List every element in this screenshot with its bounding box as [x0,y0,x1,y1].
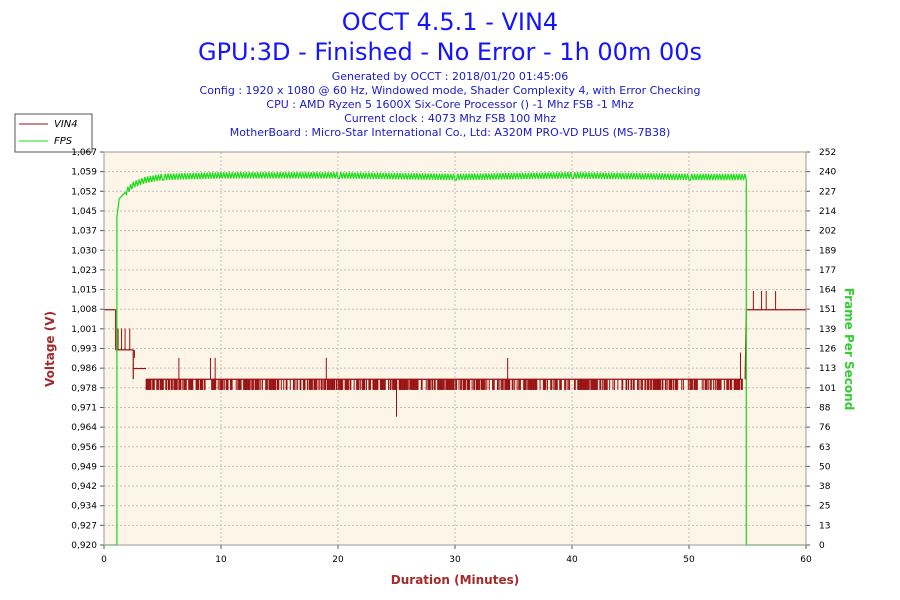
y-tick-label: 1,008 [71,305,97,315]
y2-tick-label: 0 [819,541,825,551]
y-tick-label: 0,920 [71,541,97,551]
y-tick-label: 1,045 [71,207,97,217]
y2-axis-label: Frame Per Second [842,288,856,411]
y-tick-label: 0,949 [71,462,97,472]
x-tick-label: 40 [566,555,578,565]
y2-tick-label: 177 [819,266,836,276]
y2-tick-label: 240 [819,168,836,178]
y-tick-label: 0,964 [71,423,97,433]
y-axis-label: Voltage (V) [43,311,57,387]
y2-tick-label: 126 [819,345,836,355]
x-tick-label: 10 [215,555,227,565]
x-tick-label: 30 [449,555,461,565]
y-tick-label: 1,037 [71,227,97,237]
legend-label-vin4: VIN4 [54,119,78,130]
y-tick-label: 1,001 [71,325,97,335]
y2-tick-label: 13 [819,521,830,531]
y-tick-label: 0,986 [71,364,97,374]
y2-tick-label: 88 [819,403,831,413]
info-generated: Generated by OCCT : 2018/01/20 01:45:06 [332,70,569,83]
y2-tick-label: 189 [819,246,836,256]
y2-tick-label: 164 [819,286,836,296]
x-tick-label: 20 [332,555,344,565]
legend-label-fps: FPS [54,136,73,147]
y2-tick-label: 151 [819,305,836,315]
y2-tick-label: 50 [819,462,831,472]
plot-border [103,151,807,546]
y-tick-label: 0,934 [71,502,97,512]
axis-ticks: 0 10 20 30 40 50 60 0,920 0,927 0,934 0,942 0,949 0,… [71,148,836,565]
x-axis-label: Duration (Minutes) [391,573,519,587]
y2-tick-label: 63 [819,443,830,453]
y2-tick-label: 25 [819,502,830,512]
y2-tick-label: 76 [819,423,831,433]
y-tick-label: 1,030 [71,246,97,256]
y-tick-label: 0,993 [71,345,97,355]
y-tick-label: 1,023 [71,266,97,276]
y-tick-label: 1,052 [71,187,97,197]
info-motherboard: MotherBoard : Micro-Star International C… [230,126,671,139]
y-tick-label: 1,015 [71,286,97,296]
x-tick-label: 50 [683,555,695,565]
y-tick-label: 0,978 [71,384,97,394]
series-vin4 [104,291,806,417]
info-config: Config : 1920 x 1080 @ 60 Hz, Windowed m… [200,84,701,97]
series-layer [104,172,806,546]
series-fps [104,172,806,546]
y2-tick-label: 227 [819,187,836,197]
y2-tick-label: 101 [819,384,836,394]
legend-box [14,113,93,153]
y2-tick-label: 139 [819,325,836,335]
y-tick-label: 0,971 [71,403,97,413]
y-tick-label: 1,059 [71,168,97,178]
y-tick-label: 1,067 [71,148,97,158]
y-tick-label: 0,956 [71,443,97,453]
y2-tick-label: 214 [819,207,836,217]
info-clock: Current clock : 4073 Mhz FSB 100 Mhz [344,112,556,125]
y2-tick-label: 113 [819,364,836,374]
x-tick-label: 60 [800,555,812,565]
y2-tick-label: 252 [819,148,836,158]
chart-title: OCCT 4.5.1 - VIN4 [342,8,558,36]
y2-tick-label: 38 [819,482,831,492]
x-tick-label: 0 [101,555,107,565]
info-cpu: CPU : AMD Ryzen 5 1600X Six-Core Process… [266,98,633,111]
chart-subtitle: GPU:3D - Finished - No Error - 1h 00m 00… [198,38,702,66]
y-tick-label: 0,927 [71,521,97,531]
y-tick-label: 0,942 [71,482,97,492]
legend: VIN4 FPS [14,113,93,153]
y2-tick-label: 202 [819,227,836,237]
